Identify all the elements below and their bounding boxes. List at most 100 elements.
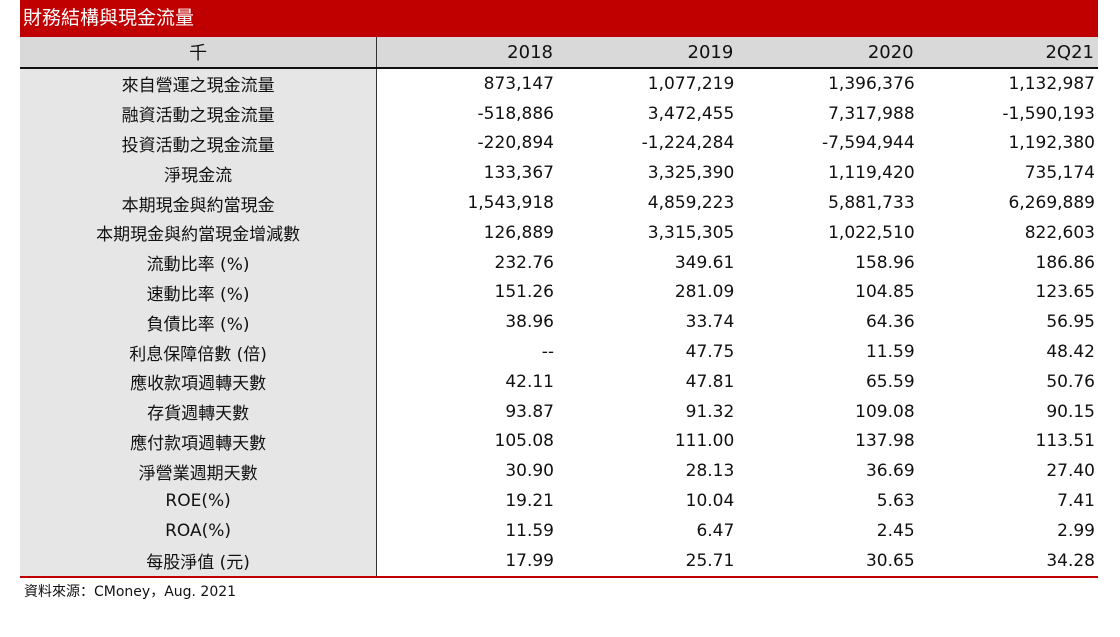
cell-value: 30.90 <box>505 461 554 482</box>
table-row: 淨現金流 133,367 3,325,390 1,119,420 735,174 <box>20 158 1098 189</box>
table-row: 應收款項週轉天數 42.11 47.81 65.59 50.76 <box>20 366 1098 397</box>
cell-value: 158.96 <box>855 252 915 273</box>
cell-value: 123.65 <box>1035 282 1095 303</box>
cell-value: 7.41 <box>1057 491 1095 512</box>
table-row: 來自營運之現金流量 873,147 1,077,219 1,396,376 1,132,… <box>20 68 1098 99</box>
cell-value: 1,543,918 <box>467 193 554 214</box>
table-row: 負債比率 (%) 38.96 33.74 64.36 56.95 <box>20 307 1098 338</box>
row-label: 本期現金與約當現金增減數 <box>20 217 378 248</box>
cell-value: 104.85 <box>855 282 915 303</box>
cell-value: 1,396,376 <box>828 73 915 94</box>
cell-value: 1,192,380 <box>1008 133 1095 154</box>
cell-value: 126,889 <box>483 222 554 243</box>
cell-value: 5.63 <box>876 491 915 512</box>
row-label: 本期現金與約當現金 <box>20 188 378 218</box>
table-row: 融資活動之現金流量 -518,886 3,472,455 7,317,988 -1,59… <box>20 98 1098 129</box>
cell-value: 93.87 <box>505 401 554 422</box>
unit-header: 千 <box>20 37 378 69</box>
table-row: 每股淨值 (元) 17.99 25.71 30.65 34.28 <box>20 545 1098 578</box>
cell-value: 7,317,988 <box>828 103 915 124</box>
cell-value: 65.59 <box>865 371 915 392</box>
cell-value: 109.08 <box>855 401 915 422</box>
cell-value: 10.04 <box>685 491 735 512</box>
table-row: 流動比率 (%) 232.76 349.61 158.96 186.86 <box>20 247 1098 278</box>
table-row: 淨營業週期天數 30.90 28.13 36.69 27.40 <box>20 456 1098 487</box>
table-body: 來自營運之現金流量 873,147 1,077,219 1,396,376 1,132,… <box>20 68 1098 578</box>
cell-value: 47.75 <box>685 342 735 363</box>
cell-value: 822,603 <box>1024 222 1095 243</box>
row-label: 速動比率 (%) <box>20 277 378 308</box>
cell-value: 133,367 <box>483 163 554 184</box>
cell-value: 113.51 <box>1035 431 1095 452</box>
cell-value: 56.95 <box>1046 312 1095 333</box>
cell-value: -1,224,284 <box>641 133 735 154</box>
row-label: 應收款項週轉天數 <box>20 366 378 397</box>
cell-value: -- <box>541 342 554 363</box>
cell-value: -220,894 <box>477 133 554 154</box>
cell-value: 50.76 <box>1046 371 1095 392</box>
cell-value: 25.71 <box>556 545 738 578</box>
cell-value: 48.42 <box>1046 342 1095 363</box>
cell-value: 2.99 <box>1057 520 1095 541</box>
cell-value: 1,022,510 <box>828 222 915 243</box>
cell-value: 186.86 <box>1035 252 1095 273</box>
table-row: 投資活動之現金流量 -220,894 -1,224,284 -7,594,944 1,1… <box>20 128 1098 159</box>
cell-value: 64.36 <box>865 312 915 333</box>
financial-table: 千 2018 2019 2020 2Q21 來自營運之現金流量 873,147 1,… <box>20 37 1098 578</box>
cell-value: 33.74 <box>685 312 735 333</box>
row-label: 應付款項週轉天數 <box>20 426 378 457</box>
column-header-2018: 2018 <box>376 37 557 69</box>
cell-value: 17.99 <box>376 545 557 578</box>
cell-value: 30.65 <box>737 545 918 578</box>
row-label: 淨現金流 <box>20 158 378 189</box>
row-label: 來自營運之現金流量 <box>20 68 378 99</box>
cell-value: 232.76 <box>494 252 554 273</box>
table-row: ROE(%) 19.21 10.04 5.63 7.41 <box>20 486 1098 516</box>
cell-value: -518,886 <box>477 103 554 124</box>
cell-value: 11.59 <box>505 520 554 541</box>
table-row: 本期現金與約當現金 1,543,918 4,859,223 5,881,733 6,26… <box>20 188 1098 218</box>
cell-value: 3,325,390 <box>647 163 735 184</box>
row-label: 流動比率 (%) <box>20 247 378 278</box>
row-label: 投資活動之現金流量 <box>20 128 378 159</box>
cell-value: 873,147 <box>483 73 554 94</box>
row-label: 利息保障倍數 (倍) <box>20 337 378 367</box>
cell-value: 349.61 <box>674 252 735 273</box>
cell-value: 137.98 <box>855 431 915 452</box>
row-label: ROE(%) <box>20 486 378 516</box>
row-label: 存貨週轉天數 <box>20 396 378 427</box>
cell-value: 34.28 <box>917 545 1098 578</box>
cell-value: 6.47 <box>696 520 735 541</box>
cell-value: 38.96 <box>505 312 554 333</box>
cell-value: 1,132,987 <box>1008 73 1095 94</box>
cell-value: 735,174 <box>1024 163 1095 184</box>
row-label: 負債比率 (%) <box>20 307 378 338</box>
cell-value: 90.15 <box>1046 401 1095 422</box>
cell-value: 42.11 <box>505 371 554 392</box>
column-header-2019: 2019 <box>556 37 738 69</box>
cell-value: -1,590,193 <box>1002 103 1095 124</box>
cell-value: 105.08 <box>494 431 554 452</box>
table-title: 財務結構與現金流量 <box>20 0 1098 37</box>
row-label: 融資活動之現金流量 <box>20 98 378 129</box>
cell-value: 91.32 <box>685 401 735 422</box>
financial-table-panel: 財務結構與現金流量 千 2018 2019 2020 2Q21 來自營運之現金流… <box>20 0 1098 578</box>
header-row: 千 2018 2019 2020 2Q21 <box>20 37 1098 69</box>
column-header-2020: 2020 <box>737 37 918 69</box>
table-row: 存貨週轉天數 93.87 91.32 109.08 90.15 <box>20 396 1098 427</box>
cell-value: 111.00 <box>674 431 735 452</box>
cell-value: 3,472,455 <box>647 103 735 124</box>
cell-value: 1,119,420 <box>828 163 915 184</box>
row-label: ROA(%) <box>20 515 378 546</box>
table-row: ROA(%) 11.59 6.47 2.45 2.99 <box>20 515 1098 546</box>
cell-value: 27.40 <box>1046 461 1095 482</box>
cell-value: 151.26 <box>494 282 554 303</box>
cell-value: 2.45 <box>876 520 915 541</box>
cell-value: 4,859,223 <box>647 193 735 214</box>
cell-value: 36.69 <box>865 461 915 482</box>
table-row: 應付款項週轉天數 105.08 111.00 137.98 113.51 <box>20 426 1098 457</box>
source-note: 資料來源：CMoney，Aug. 2021 <box>24 584 237 600</box>
cell-value: 3,315,305 <box>647 222 735 243</box>
table-row: 速動比率 (%) 151.26 281.09 104.85 123.65 <box>20 277 1098 308</box>
column-header-2q21: 2Q21 <box>917 37 1098 69</box>
